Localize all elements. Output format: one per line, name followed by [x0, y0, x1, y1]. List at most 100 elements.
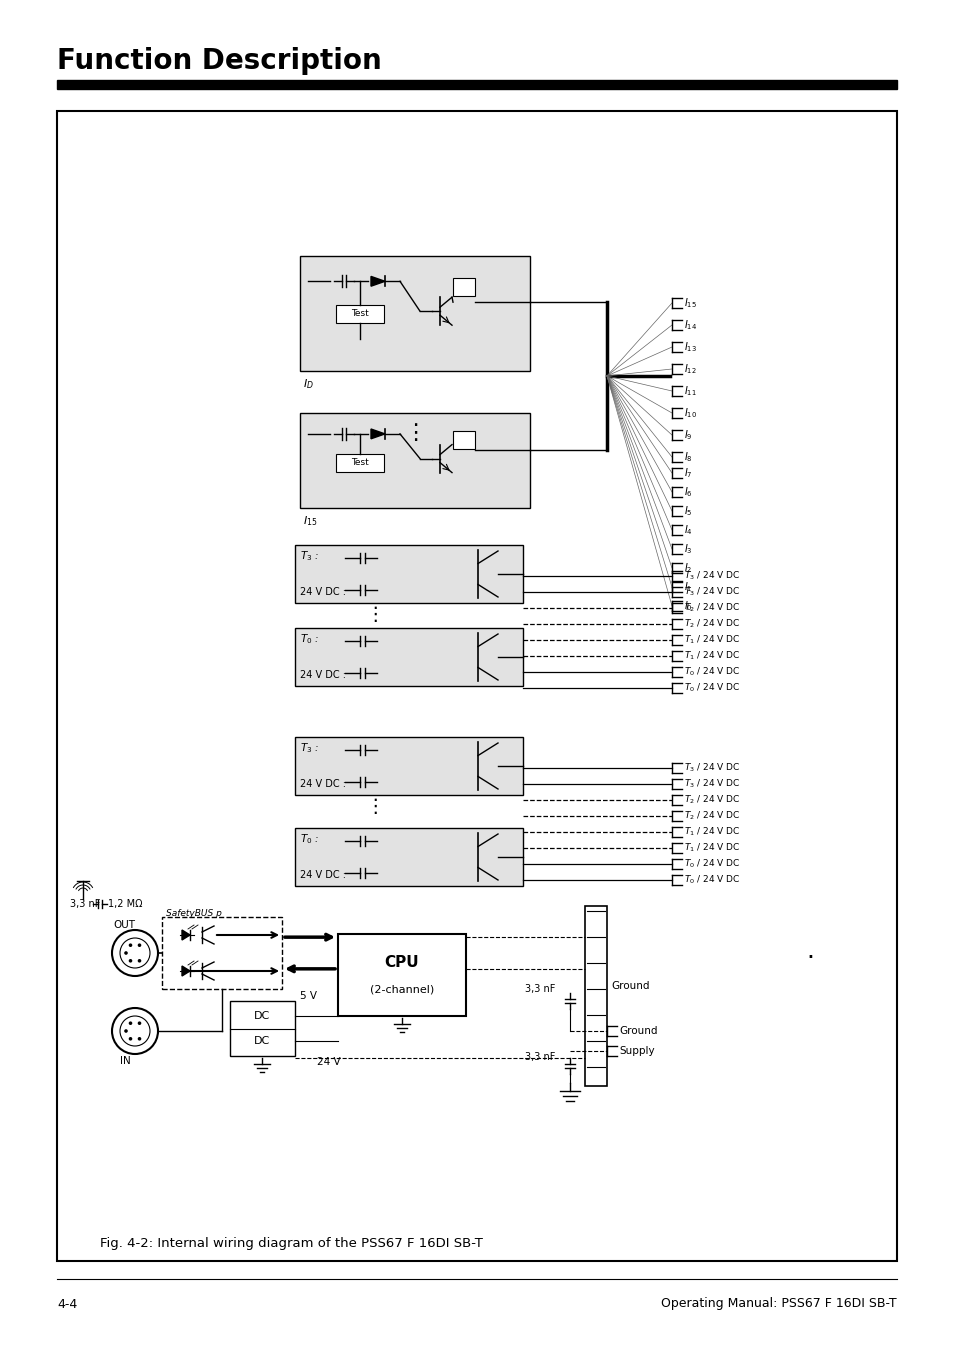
Bar: [294, 828, 522, 886]
Polygon shape: [371, 277, 385, 286]
Text: .: .: [805, 939, 813, 963]
Text: 24 V DC :: 24 V DC :: [299, 670, 346, 680]
Text: ⋮: ⋮: [365, 797, 384, 816]
Text: $T_2$ / 24 V DC: $T_2$ / 24 V DC: [683, 809, 740, 823]
Text: OUT: OUT: [112, 920, 135, 929]
Text: SafetyBUS p: SafetyBUS p: [166, 909, 222, 919]
Text: $T_3$ :: $T_3$ :: [299, 549, 319, 563]
Text: ⋮: ⋮: [403, 423, 426, 443]
Bar: [162, 917, 282, 989]
Text: $I_5$: $I_5$: [683, 504, 692, 517]
Text: $I_{15}$: $I_{15}$: [683, 296, 697, 309]
Bar: [294, 738, 522, 794]
Circle shape: [137, 959, 141, 963]
Text: 24 V: 24 V: [316, 1056, 340, 1067]
Text: Ground: Ground: [610, 981, 649, 992]
Text: $T_3$ :: $T_3$ :: [299, 742, 319, 755]
Text: 24 V DC :: 24 V DC :: [299, 586, 346, 597]
Polygon shape: [182, 966, 190, 975]
Text: $I_2$: $I_2$: [683, 561, 692, 576]
Text: DC: DC: [253, 1011, 270, 1021]
Text: $I_7$: $I_7$: [683, 466, 692, 480]
Text: $T_2$ / 24 V DC: $T_2$ / 24 V DC: [683, 617, 740, 631]
Text: (2-channel): (2-channel): [370, 985, 434, 994]
Bar: [453, 431, 475, 449]
Bar: [337, 934, 465, 1016]
Text: DC: DC: [253, 1036, 270, 1046]
Text: 24 V DC :: 24 V DC :: [299, 870, 346, 880]
Circle shape: [137, 1038, 141, 1040]
Bar: [294, 628, 522, 686]
Text: $T_0$ / 24 V DC: $T_0$ / 24 V DC: [683, 874, 740, 886]
Text: $I_4$: $I_4$: [683, 523, 692, 536]
Text: $I_{10}$: $I_{10}$: [683, 407, 697, 420]
Text: $T_0$ / 24 V DC: $T_0$ / 24 V DC: [683, 666, 740, 678]
Text: 3,3 nF: 3,3 nF: [70, 898, 100, 909]
Text: $I_6$: $I_6$: [683, 485, 692, 499]
Bar: [230, 1001, 294, 1056]
Text: ⋮: ⋮: [365, 605, 384, 624]
Text: $T_1$ / 24 V DC: $T_1$ / 24 V DC: [683, 825, 740, 838]
Text: $I_1$: $I_1$: [683, 580, 692, 594]
Text: CPU: CPU: [384, 955, 419, 970]
Text: Ground: Ground: [618, 1025, 657, 1036]
Text: $I_{15}$: $I_{15}$: [303, 515, 317, 528]
Text: $T_0$ :: $T_0$ :: [299, 832, 319, 846]
Circle shape: [124, 1029, 128, 1032]
Text: 3,3 nF: 3,3 nF: [524, 1052, 555, 1062]
Text: 3,3 nF: 3,3 nF: [524, 984, 555, 994]
Text: $I_8$: $I_8$: [683, 450, 692, 463]
Text: $T_1$ / 24 V DC: $T_1$ / 24 V DC: [683, 650, 740, 662]
Bar: [294, 544, 522, 603]
Text: $T_0$ / 24 V DC: $T_0$ / 24 V DC: [683, 858, 740, 870]
Text: $T_0$ / 24 V DC: $T_0$ / 24 V DC: [683, 682, 740, 694]
Text: $I_{11}$: $I_{11}$: [683, 384, 696, 399]
Text: $I_D$: $I_D$: [303, 377, 314, 390]
Bar: [299, 255, 530, 372]
Text: $T_3$ / 24 V DC: $T_3$ / 24 V DC: [683, 778, 740, 790]
Circle shape: [129, 959, 132, 963]
Text: Test: Test: [351, 309, 369, 319]
Text: $I_{14}$: $I_{14}$: [683, 317, 697, 332]
Text: $T_0$ :: $T_0$ :: [299, 632, 319, 646]
Circle shape: [124, 951, 128, 955]
Text: $T_2$ / 24 V DC: $T_2$ / 24 V DC: [683, 794, 740, 807]
Text: $T_1$ / 24 V DC: $T_1$ / 24 V DC: [683, 842, 740, 854]
Circle shape: [112, 1008, 158, 1054]
Text: Operating Manual: PSS67 F 16DI SB-T: Operating Manual: PSS67 F 16DI SB-T: [660, 1297, 896, 1310]
Circle shape: [129, 1038, 132, 1040]
Text: 24 V DC :: 24 V DC :: [299, 780, 346, 789]
Polygon shape: [371, 430, 385, 439]
Circle shape: [129, 1021, 132, 1025]
Bar: [57, 80, 896, 89]
Circle shape: [137, 1021, 141, 1025]
Text: $I_9$: $I_9$: [683, 428, 692, 442]
Bar: [584, 907, 606, 1086]
Bar: [335, 305, 384, 323]
Circle shape: [137, 943, 141, 947]
Text: Supply: Supply: [618, 1046, 654, 1056]
Circle shape: [112, 929, 158, 975]
Bar: [299, 413, 530, 508]
Text: 1,2 MΩ: 1,2 MΩ: [108, 898, 142, 909]
Bar: [335, 454, 384, 471]
Text: $I_0$: $I_0$: [683, 598, 692, 613]
Text: IN: IN: [120, 1056, 131, 1066]
Text: $I_{12}$: $I_{12}$: [683, 362, 696, 376]
Text: 4-4: 4-4: [57, 1297, 77, 1310]
Bar: [57, 111, 896, 1260]
Text: $I_3$: $I_3$: [683, 542, 692, 555]
Text: 5 V: 5 V: [299, 992, 316, 1001]
Text: Test: Test: [351, 458, 369, 467]
Bar: [453, 278, 475, 296]
Text: $T_3$ / 24 V DC: $T_3$ / 24 V DC: [683, 586, 740, 598]
Text: $T_1$ / 24 V DC: $T_1$ / 24 V DC: [683, 634, 740, 646]
Text: $I_{13}$: $I_{13}$: [683, 340, 697, 354]
Text: Function Description: Function Description: [57, 47, 381, 76]
Polygon shape: [182, 929, 190, 940]
Circle shape: [129, 943, 132, 947]
Text: $T_3$ / 24 V DC: $T_3$ / 24 V DC: [683, 570, 740, 582]
Text: Fig. 4-2: Internal wiring diagram of the PSS67 F 16DI SB-T: Fig. 4-2: Internal wiring diagram of the…: [100, 1236, 482, 1250]
Text: $T_3$ / 24 V DC: $T_3$ / 24 V DC: [683, 762, 740, 774]
Text: $T_2$ / 24 V DC: $T_2$ / 24 V DC: [683, 601, 740, 615]
